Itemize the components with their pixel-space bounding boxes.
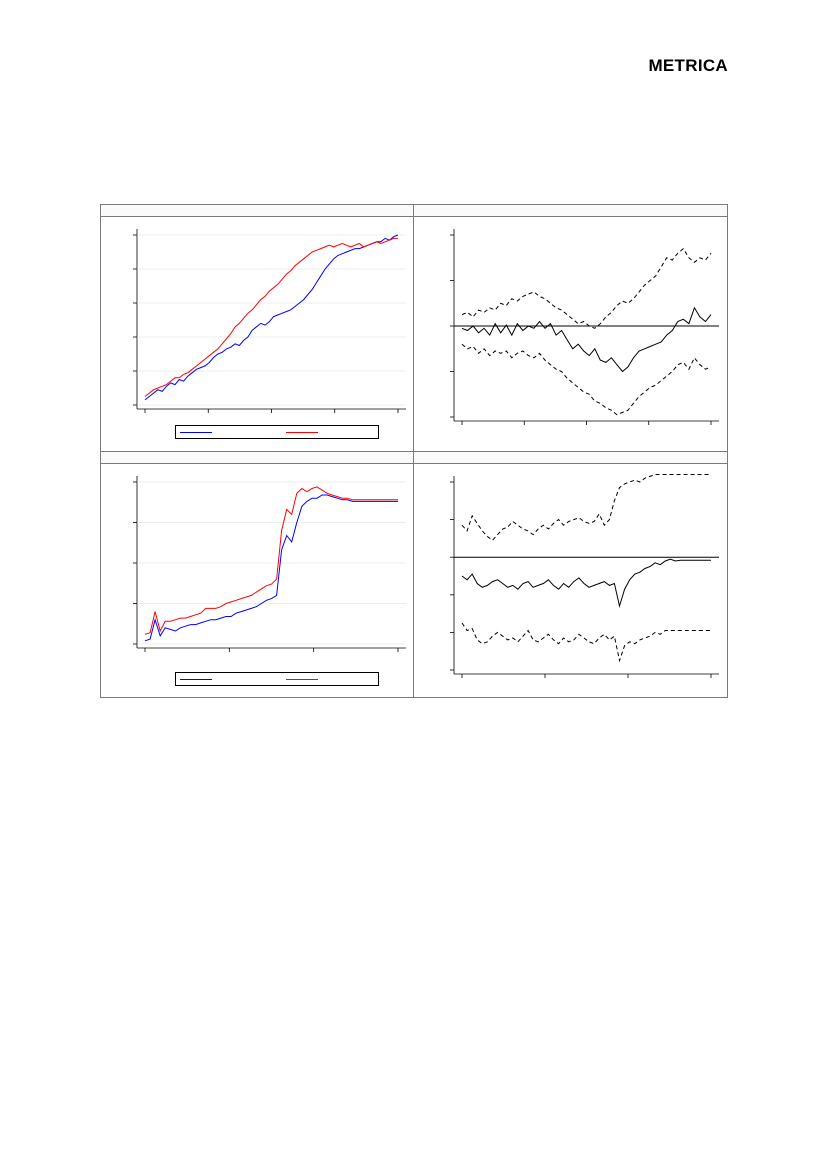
series-line-2 — [461, 343, 712, 416]
brand-logo-text: METRICA — [648, 56, 728, 75]
series-line-1 — [144, 486, 398, 635]
legend-swatch-blue — [180, 679, 212, 680]
series-line-0 — [461, 306, 712, 373]
chart-top-left-svg — [133, 229, 406, 413]
legend-swatch-red — [286, 432, 318, 433]
chart-panel-top-left — [101, 205, 414, 452]
series-line-1 — [461, 474, 711, 541]
chart-bottom-right-svg — [450, 474, 719, 678]
legend-swatch-blue — [180, 432, 212, 433]
panel-title-bottom-right — [414, 452, 727, 464]
panel-title-top-left — [101, 205, 413, 217]
legend-bottom-left — [175, 672, 379, 686]
panel-title-top-right — [414, 205, 727, 217]
chart-top-right-svg — [450, 229, 719, 425]
series-line-0 — [144, 234, 399, 401]
figure-grid — [100, 204, 728, 698]
series-line-1 — [461, 247, 712, 329]
panel-title-bottom-left — [101, 452, 413, 464]
legend-swatch-red — [286, 679, 318, 680]
series-line-0 — [144, 494, 398, 642]
legend-top-left — [175, 425, 379, 439]
series-line-0 — [461, 558, 711, 609]
chart-panel-top-right — [414, 205, 727, 452]
series-line-1 — [144, 237, 398, 397]
series-line-2 — [461, 622, 711, 663]
chart-bottom-left-svg — [133, 476, 406, 652]
chart-panel-bottom-left — [101, 452, 414, 697]
chart-panel-bottom-right — [414, 452, 727, 697]
